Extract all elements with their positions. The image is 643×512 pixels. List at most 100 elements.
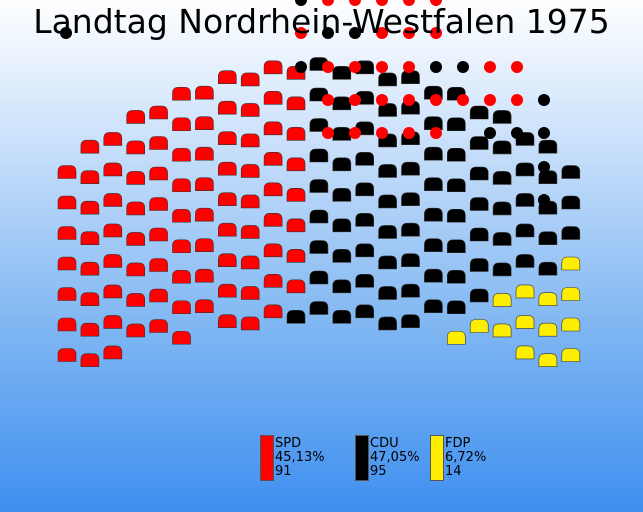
seat-spd: [195, 146, 214, 161]
seat-spd: [80, 322, 100, 337]
party-seats: 14: [445, 464, 462, 479]
seat-fdp: [538, 322, 558, 337]
legend-swatch: [355, 435, 369, 481]
seat-spd: [240, 255, 260, 270]
seat-spd: [286, 127, 306, 141]
seat-spd: [149, 136, 168, 150]
seat-spd: [218, 161, 237, 176]
seat-spd: [126, 110, 145, 124]
overlay-dot: [511, 61, 523, 73]
overlay-dot: [349, 27, 361, 39]
seat-spd: [218, 100, 237, 115]
seat-spd: [172, 178, 191, 193]
seat-cdu: [378, 286, 397, 300]
seat-cdu: [378, 72, 397, 87]
seat-cdu: [424, 238, 443, 252]
seat-spd: [80, 292, 100, 306]
seat-fdp: [561, 348, 581, 362]
seat-fdp: [515, 315, 535, 329]
seat-spd: [126, 140, 145, 155]
seat-cdu: [492, 171, 512, 185]
seat-spd: [240, 286, 260, 300]
seat-cdu: [515, 193, 535, 207]
party-seats: 91: [275, 464, 292, 479]
seat-fdp: [561, 317, 581, 332]
seat-spd: [126, 171, 145, 185]
overlay-dot: [538, 94, 550, 106]
seat-cdu: [538, 139, 558, 154]
seat-cdu: [538, 261, 558, 276]
seat-spd: [80, 200, 100, 215]
overlay-dot: [484, 94, 496, 106]
seat-spd: [286, 218, 306, 233]
seat-cdu: [378, 316, 397, 331]
overlay-dot: [376, 94, 388, 106]
seat-spd: [218, 222, 237, 237]
seat-spd: [57, 317, 77, 332]
seat-spd: [172, 208, 191, 223]
overlay-dot: [349, 127, 361, 139]
seat-spd: [149, 319, 168, 333]
seat-spd: [126, 232, 145, 246]
seat-spd: [195, 207, 214, 222]
seat-spd: [286, 96, 306, 111]
overlay-dot: [403, 0, 415, 6]
seat-spd: [263, 182, 283, 197]
seat-cdu: [492, 110, 512, 124]
seat-cdu: [424, 207, 443, 222]
seat-spd: [240, 133, 260, 148]
seat-fdp: [538, 353, 558, 367]
seat-spd: [263, 60, 283, 75]
party-percent: 45,13%: [275, 450, 325, 465]
overlay-dot: [457, 61, 469, 73]
seat-spd: [103, 162, 123, 177]
seat-spd: [149, 166, 168, 181]
seat-spd: [126, 201, 145, 216]
seat-spd: [57, 226, 77, 240]
seat-spd: [240, 225, 260, 239]
seat-cdu: [515, 162, 535, 177]
seat-spd: [240, 72, 260, 87]
seat-spd: [57, 348, 77, 362]
seat-cdu: [424, 177, 443, 191]
seat-cdu: [447, 269, 466, 284]
seat-cdu: [309, 179, 329, 193]
seat-fdp: [538, 292, 558, 306]
seat-cdu: [447, 300, 466, 315]
overlay-dot: [349, 61, 361, 73]
seat-spd: [240, 194, 260, 209]
overlay-dot: [322, 27, 334, 39]
seat-spd: [103, 193, 123, 207]
seat-spd: [149, 258, 168, 272]
overlay-dot: [430, 27, 442, 39]
seat-cdu: [332, 157, 352, 172]
seat-cdu: [469, 227, 489, 242]
seat-cdu: [424, 299, 443, 313]
overlay-dot: [295, 27, 307, 39]
seat-fdp: [515, 284, 535, 299]
overlay-dot: [295, 0, 307, 6]
seat-cdu: [447, 208, 466, 223]
seat-cdu: [332, 96, 352, 111]
seat-cdu: [332, 279, 352, 294]
seat-cdu: [355, 243, 374, 258]
seat-spd: [218, 192, 237, 207]
legend-swatch: [430, 435, 444, 481]
seat-cdu: [332, 310, 352, 324]
seat-cdu: [309, 118, 329, 132]
seat-cdu: [538, 170, 558, 184]
seat-cdu: [515, 254, 535, 268]
seat-spd: [80, 139, 100, 154]
seat-spd: [263, 91, 283, 105]
seat-cdu: [515, 223, 535, 238]
overlay-dot: [484, 61, 496, 73]
seat-cdu: [447, 117, 466, 132]
seat-cdu: [492, 201, 512, 216]
seat-spd: [195, 85, 214, 100]
seat-spd: [149, 288, 168, 303]
overlay-dot: [538, 194, 550, 206]
seat-spd: [172, 300, 191, 315]
seat-fdp: [561, 287, 581, 301]
seat-cdu: [378, 225, 397, 239]
seat-cdu: [378, 164, 397, 178]
